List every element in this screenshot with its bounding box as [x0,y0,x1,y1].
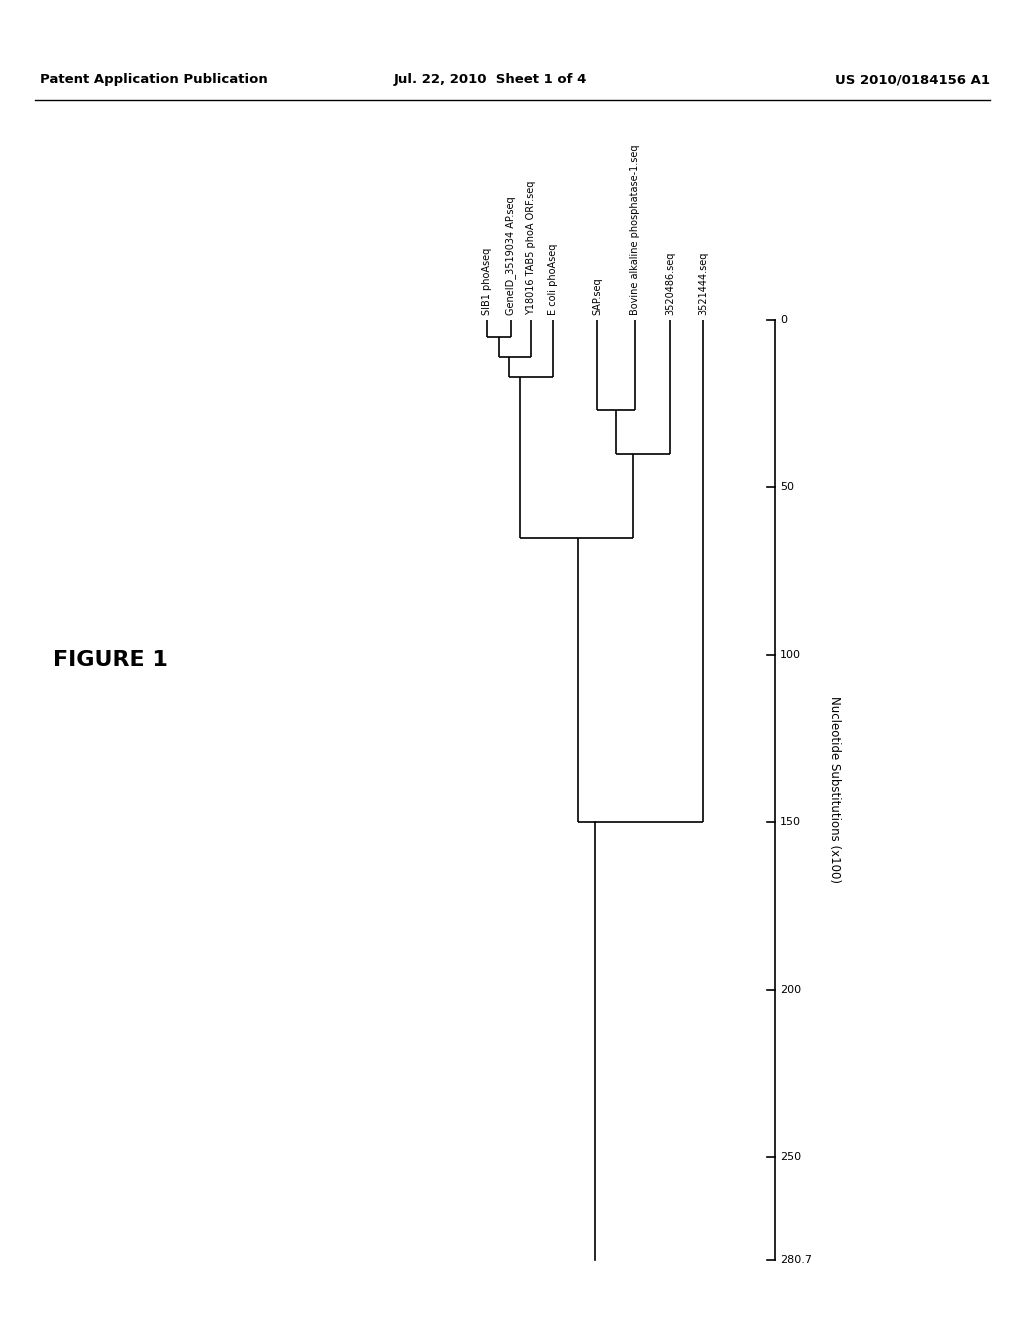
Text: 50: 50 [780,482,794,492]
Text: 3521444.seq: 3521444.seq [698,252,708,315]
Text: SIB1 phoAseq: SIB1 phoAseq [482,248,492,315]
Text: US 2010/0184156 A1: US 2010/0184156 A1 [835,74,990,87]
Text: 250: 250 [780,1152,801,1162]
Text: Patent Application Publication: Patent Application Publication [40,74,267,87]
Text: Nucleotide Substitutions (x100): Nucleotide Substitutions (x100) [828,697,842,883]
Text: Bovine alkaline phosphatase-1.seq: Bovine alkaline phosphatase-1.seq [630,144,640,315]
Text: 200: 200 [780,985,801,995]
Text: Jul. 22, 2010  Sheet 1 of 4: Jul. 22, 2010 Sheet 1 of 4 [393,74,587,87]
Text: 0: 0 [780,315,787,325]
Text: SAP.seq: SAP.seq [592,277,602,315]
Text: 280.7: 280.7 [780,1255,812,1265]
Text: 150: 150 [780,817,801,828]
Text: 3520486.seq: 3520486.seq [665,252,675,315]
Text: GeneID_3519034 AP.seq: GeneID_3519034 AP.seq [506,197,516,315]
Text: Y18016 TAB5 phoA ORF.seq: Y18016 TAB5 phoA ORF.seq [526,181,536,315]
Text: FIGURE 1: FIGURE 1 [52,649,168,671]
Text: 100: 100 [780,649,801,660]
Text: E coli phoAseq: E coli phoAseq [548,244,558,315]
